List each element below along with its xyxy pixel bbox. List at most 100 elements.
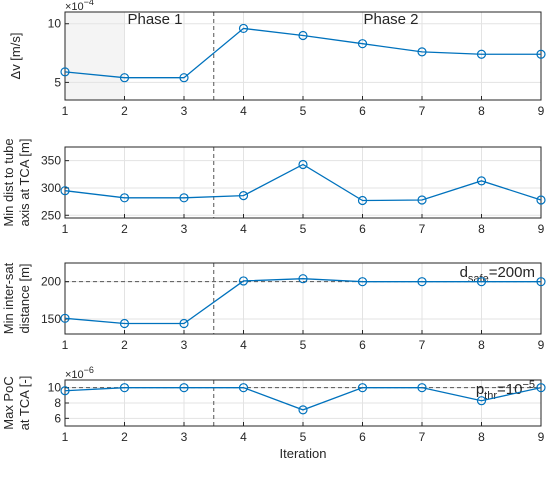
series-line — [64, 278, 541, 325]
x-tick-label: 5 — [300, 430, 307, 444]
data-point — [179, 318, 189, 329]
y-axis-label: Δv [m/s] — [8, 33, 23, 80]
x-tick-label: 1 — [62, 222, 69, 236]
x-tick-label: 2 — [121, 104, 128, 118]
y-tick-label: 10 — [48, 17, 62, 31]
y-tick-label: 5 — [54, 75, 61, 89]
data-point — [60, 67, 70, 77]
chart-panel-2: 1 2 3 4 5 6 7 8 9 250 300 350 Min dist to tube axis a… — [1, 138, 546, 236]
x-tick-label: 5 — [300, 104, 307, 118]
y-axis-label: distance [m] — [17, 263, 32, 333]
data-point — [179, 73, 189, 83]
data-point — [298, 405, 308, 415]
x-tick-label: 6 — [359, 222, 366, 236]
x-tick-label: 1 — [62, 104, 69, 118]
y-tick-label: 8 — [54, 396, 61, 410]
x-tick-label: 6 — [359, 338, 366, 352]
data-point — [238, 276, 249, 286]
x-tick-label: 8 — [478, 338, 485, 352]
x-tick-label: 2 — [121, 222, 128, 236]
data-point — [119, 383, 130, 393]
x-tick-label: 9 — [538, 104, 545, 118]
y-axis-label: at TCA [-] — [17, 376, 32, 431]
data-point — [238, 191, 249, 201]
x-tick-label: 9 — [538, 222, 545, 236]
series-line — [64, 27, 541, 79]
y-tick-label: 10 — [48, 381, 62, 395]
x-tick-label: 2 — [121, 338, 128, 352]
x-tick-label: 4 — [240, 222, 247, 236]
y-tick-label: 6 — [54, 411, 61, 425]
data-point — [179, 193, 189, 203]
data-point — [298, 159, 308, 170]
x-tick-label: 7 — [419, 222, 426, 236]
data-point — [417, 383, 427, 393]
y-axis-label: axis at TCA [m] — [17, 139, 32, 227]
data-point — [476, 176, 487, 186]
data-point — [357, 277, 368, 287]
y-axis-label: Min inter-sat — [1, 262, 16, 334]
data-point — [298, 274, 308, 284]
x-tick-label: 6 — [359, 104, 366, 118]
x-tick-label: 1 — [62, 430, 69, 444]
y-exponent-label: ×10−6 — [65, 365, 94, 381]
phase1-label: Phase 1 — [127, 11, 182, 28]
data-point — [119, 193, 130, 203]
x-tick-label: 9 — [538, 338, 545, 352]
data-point — [536, 195, 546, 205]
x-tick-label: 7 — [419, 430, 426, 444]
y-axis-label: Min dist to tube — [1, 138, 16, 226]
data-point — [179, 383, 189, 393]
x-tick-label: 9 — [538, 430, 545, 444]
data-point — [119, 318, 130, 329]
data-point — [536, 383, 546, 393]
data-point — [417, 195, 427, 205]
x-tick-label: 3 — [181, 430, 188, 444]
data-point — [417, 47, 427, 57]
x-tick-label: 5 — [300, 338, 307, 352]
y-tick-label: 350 — [41, 154, 61, 168]
phase2-label: Phase 2 — [363, 11, 418, 28]
y-exponent-label: ×10−4 — [65, 0, 94, 13]
x-tick-label: 8 — [478, 222, 485, 236]
phase1-shading — [65, 12, 125, 100]
x-tick-label: 8 — [478, 430, 485, 444]
x-tick-label: 3 — [181, 104, 188, 118]
x-tick-label: 4 — [240, 338, 247, 352]
x-tick-label: 7 — [419, 338, 426, 352]
data-point — [417, 277, 427, 287]
chart-panel-1: 1 2 3 4 5 6 7 8 9 5 10×10−4 Phase 1 Phase 2 Δv [m/s] — [8, 0, 546, 118]
x-tick-label: 8 — [478, 104, 485, 118]
data-point — [298, 30, 308, 41]
data-point — [60, 313, 70, 323]
data-point — [476, 277, 487, 287]
data-point — [238, 23, 249, 34]
x-tick-label: 4 — [240, 104, 247, 118]
series-line — [64, 387, 542, 411]
x-tick-label: 4 — [240, 430, 247, 444]
data-point — [60, 386, 70, 396]
data-point — [476, 49, 487, 59]
data-point — [536, 49, 546, 59]
x-tick-label: 3 — [181, 338, 188, 352]
x-tick-label: 5 — [300, 222, 307, 236]
data-point — [476, 396, 487, 406]
data-point — [60, 186, 70, 196]
x-tick-label: 7 — [419, 104, 426, 118]
data-point — [119, 73, 130, 83]
x-tick-label: 3 — [181, 222, 188, 236]
data-point — [357, 383, 368, 393]
series-line — [64, 163, 542, 202]
y-tick-label: 150 — [41, 312, 61, 326]
y-tick-label: 300 — [41, 181, 61, 195]
data-point — [238, 383, 249, 393]
y-tick-label: 200 — [41, 275, 61, 289]
x-tick-label: 6 — [359, 430, 366, 444]
data-point — [536, 277, 546, 287]
data-point — [357, 39, 368, 49]
y-tick-label: 250 — [41, 208, 61, 222]
x-tick-label: 2 — [121, 430, 128, 444]
